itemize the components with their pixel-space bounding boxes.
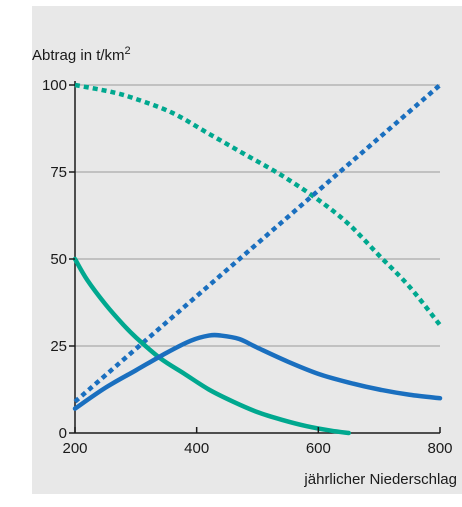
series-group: [72, 82, 443, 436]
tick-labels: 0 25 50 75 100 200 400 600 800: [42, 77, 453, 457]
y-tick-label-0: 0: [59, 425, 67, 442]
series-line-3: [72, 256, 351, 436]
x-tick-label-800: 800: [427, 440, 452, 457]
x-axis-label: jährlicher Niederschlag: [303, 471, 457, 488]
x-tick-label-400: 400: [184, 440, 209, 457]
series-line-1: [74, 82, 442, 327]
y-tick-label-100: 100: [42, 77, 67, 94]
x-tick-label-600: 600: [306, 440, 331, 457]
grid-lines: [75, 84, 440, 347]
y-tick-label-50: 50: [50, 251, 67, 268]
y-tick-label-75: 75: [50, 164, 67, 181]
x-tick-label-200: 200: [62, 440, 87, 457]
y-axis-label: Abtrag in t/km2: [32, 45, 131, 64]
series-line-4: [72, 332, 443, 411]
y-tick-label-25: 25: [50, 338, 67, 355]
series-line-2: [73, 83, 442, 404]
